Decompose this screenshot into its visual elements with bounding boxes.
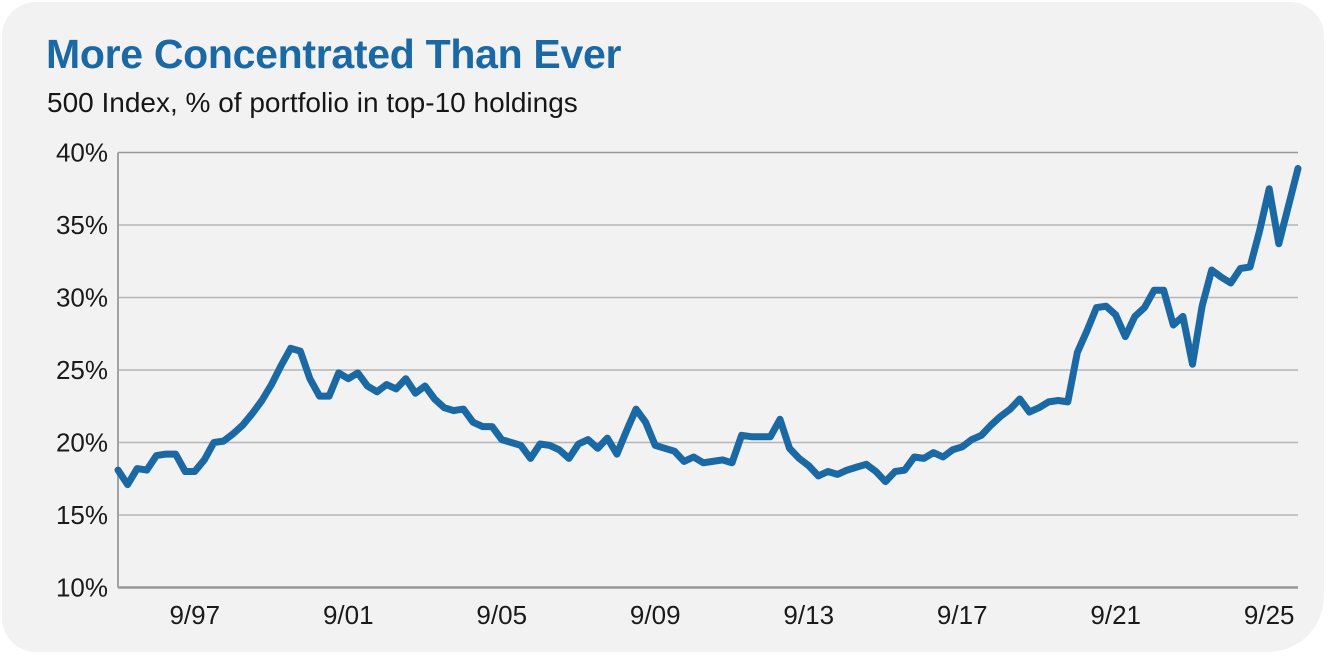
x-axis-tick-label: 9/01 — [323, 600, 374, 630]
data-series-line — [114, 165, 1302, 489]
x-axis-tick-label: 9/13 — [783, 600, 834, 630]
chart-subtitle: 500 Index, % of portfolio in top-10 hold… — [47, 87, 578, 118]
x-axis-tick-label: 9/09 — [630, 600, 681, 630]
chart-title: More Concentrated Than Ever — [46, 31, 622, 77]
y-axis-tick-label: 30% — [56, 283, 108, 313]
y-axis-tick-label: 40% — [56, 138, 108, 168]
x-axis-tick-label: 9/17 — [937, 600, 988, 630]
x-axis-tick-label: 9/21 — [1090, 600, 1141, 630]
y-axis-tick-label: 35% — [56, 210, 108, 240]
x-axis-tick-label: 9/05 — [476, 600, 527, 630]
y-axis-tick-label: 10% — [56, 573, 108, 603]
y-axis-tick-label: 25% — [56, 355, 108, 385]
x-axis-tick-label: 9/25 — [1244, 600, 1295, 630]
x-axis-tick-label: 9/97 — [169, 600, 220, 630]
y-axis-tick-label: 20% — [56, 428, 108, 458]
y-axis-tick-label: 15% — [56, 500, 108, 530]
